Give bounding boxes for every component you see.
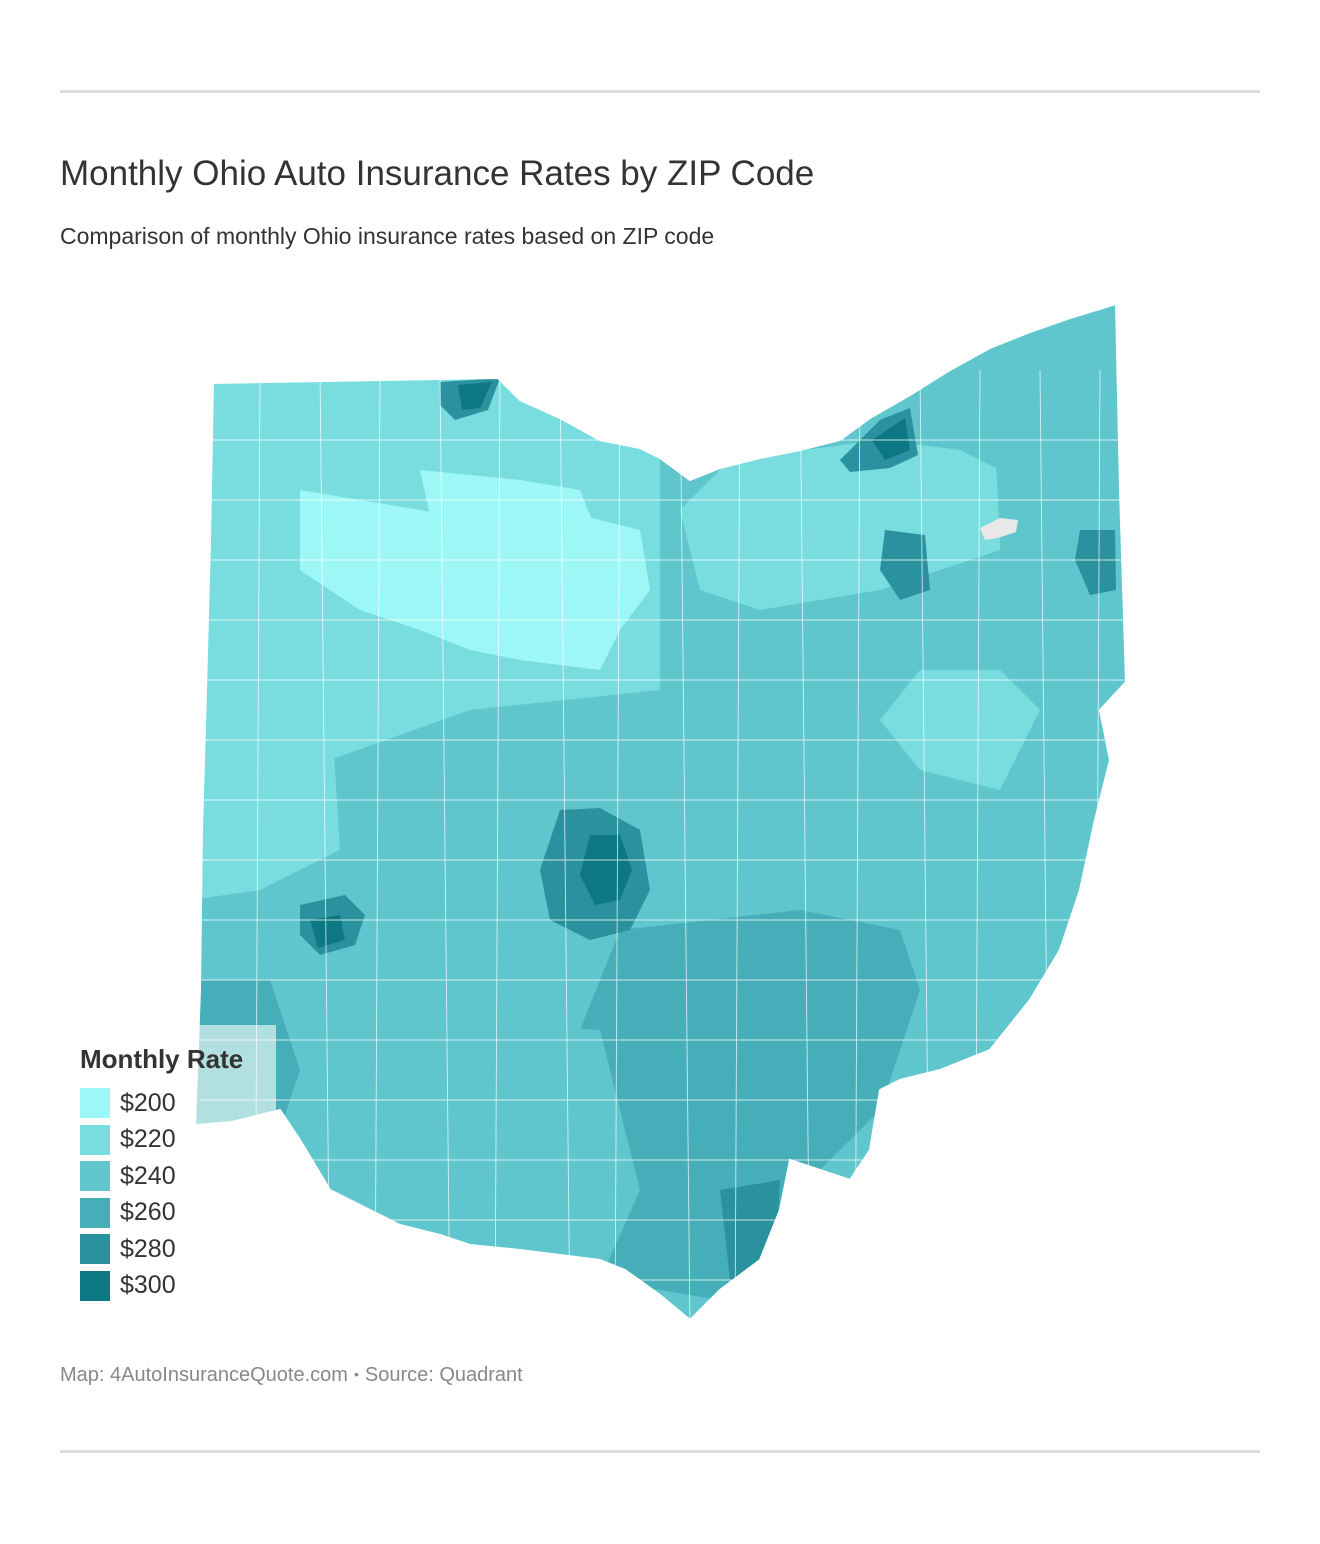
legend-swatch	[80, 1088, 110, 1119]
legend-item: $200	[80, 1085, 243, 1122]
zip-boundaries	[200, 369, 1126, 1320]
map-credit: Map: 4AutoInsuranceQuote.com	[60, 1364, 348, 1386]
page-title: Monthly Ohio Auto Insurance Rates by ZIP…	[60, 154, 815, 193]
footer-credits: Map: 4AutoInsuranceQuote.com • Source: Qua…	[60, 1364, 523, 1387]
page-subtitle: Comparison of monthly Ohio insurance rat…	[60, 223, 715, 249]
legend: Monthly Rate $200 $220 $240 $260 $280 $3…	[80, 1044, 243, 1304]
legend-label: $300	[120, 1271, 176, 1300]
legend-item: $280	[80, 1231, 243, 1268]
legend-label: $220	[120, 1125, 176, 1154]
legend-swatch	[80, 1234, 110, 1265]
top-divider	[60, 90, 1260, 93]
legend-item: $240	[80, 1158, 243, 1195]
legend-swatch	[80, 1270, 110, 1301]
legend-label: $260	[120, 1198, 176, 1227]
source-credit: Source: Quadrant	[364, 1364, 523, 1386]
legend-item: $220	[80, 1122, 243, 1159]
legend-item: $300	[80, 1268, 243, 1305]
legend-label: $200	[120, 1088, 176, 1117]
separator-dot: •	[353, 1366, 359, 1382]
legend-item: $260	[80, 1195, 243, 1232]
legend-swatch	[80, 1161, 110, 1192]
ohio-map-svg	[194, 303, 1127, 1321]
ohio-zip-map	[0, 290, 1320, 1340]
legend-swatch	[80, 1124, 110, 1155]
rate-regions	[195, 304, 1126, 1320]
legend-title: Monthly Rate	[80, 1044, 244, 1074]
legend-label: $280	[120, 1234, 176, 1263]
bottom-divider	[60, 1450, 1260, 1453]
legend-swatch	[80, 1197, 110, 1228]
legend-label: $240	[120, 1161, 176, 1190]
